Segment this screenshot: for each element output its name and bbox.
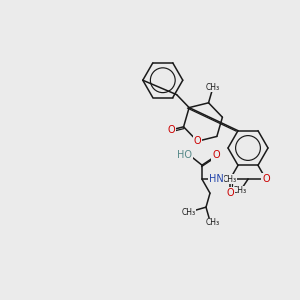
- Text: CH₃: CH₃: [206, 83, 220, 92]
- Text: CH₃: CH₃: [223, 175, 237, 184]
- Text: HN: HN: [208, 174, 224, 184]
- Text: CH₃: CH₃: [206, 218, 220, 227]
- Text: HO: HO: [178, 150, 193, 160]
- Text: O: O: [194, 136, 201, 146]
- Text: CH₃: CH₃: [182, 208, 196, 217]
- Text: O: O: [212, 150, 220, 160]
- Text: CH₃: CH₃: [233, 186, 247, 195]
- Text: O: O: [262, 174, 270, 184]
- Text: O: O: [226, 188, 234, 198]
- Text: O: O: [167, 125, 175, 135]
